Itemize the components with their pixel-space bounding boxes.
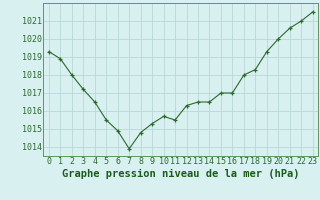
X-axis label: Graphe pression niveau de la mer (hPa): Graphe pression niveau de la mer (hPa) bbox=[62, 169, 300, 179]
